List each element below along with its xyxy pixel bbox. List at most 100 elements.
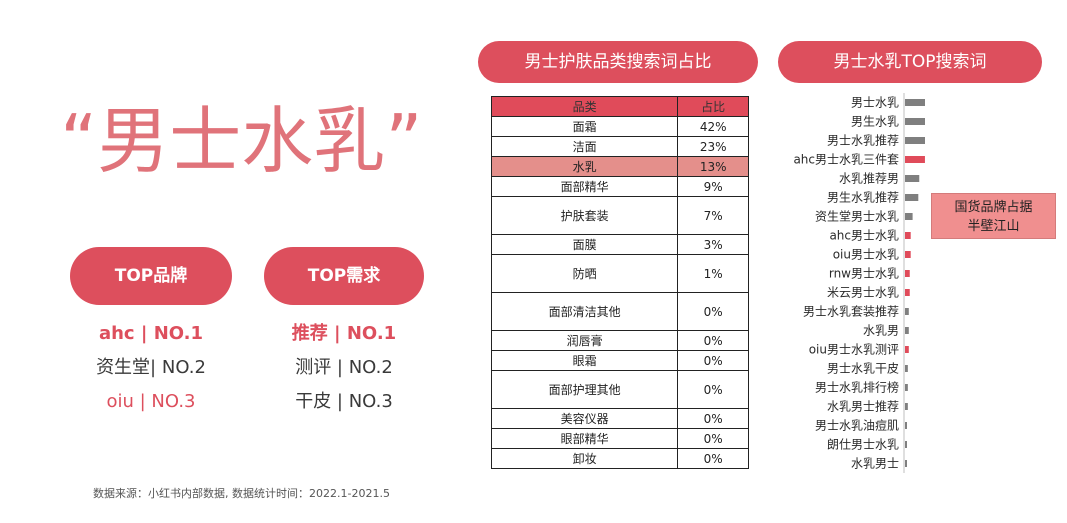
bar-label: 男士水乳套装推荐 <box>803 305 899 319</box>
table-row: 卸妆 0% <box>490 448 749 469</box>
table-row: 润唇膏 0% <box>490 330 749 351</box>
bar-label: ahc男士水乳 <box>829 229 899 243</box>
table-row: 护肤套装 7% <box>490 196 749 235</box>
need-rank-1: 推荐 | NO.1 <box>291 323 397 344</box>
bar <box>905 327 909 334</box>
bar-label: 男生水乳 <box>851 115 899 129</box>
table-row: 洁面 23% <box>490 136 749 157</box>
category-cell: 防晒 <box>490 254 679 293</box>
bar <box>905 308 909 315</box>
table-row: 面部精华 9% <box>490 176 749 197</box>
table-row: 防晒 1% <box>490 254 749 293</box>
table-row: 眼部精华 0% <box>490 428 749 449</box>
share-cell: 0% <box>677 350 749 371</box>
bar <box>905 422 907 429</box>
bar <box>905 213 913 220</box>
bar-label: 朗仕男士水乳 <box>827 438 899 452</box>
share-cell: 23% <box>677 136 749 157</box>
bar <box>905 118 925 125</box>
bar <box>905 232 911 239</box>
need-rank-2: 测评 | NO.2 <box>295 357 393 378</box>
table-row-highlighted: 水乳 13% <box>490 156 749 177</box>
table-row: 面部护理其他 0% <box>490 370 749 409</box>
category-cell: 面部精华 <box>490 176 679 197</box>
category-cell: 面膜 <box>490 234 679 255</box>
bar <box>905 384 908 391</box>
table-row: 面膜 3% <box>490 234 749 255</box>
bar <box>905 441 907 448</box>
category-share-table: 品类 占比 面霜 42% 洁面 23% 水乳 13% 面部精华 9% 护肤套装 … <box>490 96 749 469</box>
bar-label: 男士水乳推荐 <box>827 134 899 148</box>
bar <box>905 156 925 163</box>
category-cell: 面部护理其他 <box>490 370 679 409</box>
bar <box>905 99 925 106</box>
bar <box>905 346 909 353</box>
share-cell: 9% <box>677 176 749 197</box>
category-cell: 美容仪器 <box>490 408 679 429</box>
category-cell: 面霜 <box>490 116 679 137</box>
bar-label: 男士水乳排行榜 <box>815 380 899 395</box>
col-header-share: 占比 <box>677 96 749 117</box>
callout-line-1: 国货品牌占据 <box>954 200 1033 215</box>
share-cell: 0% <box>677 408 749 429</box>
bar-label: 水乳推荐男 <box>839 172 899 186</box>
bar-label: 水乳男士推荐 <box>827 400 899 414</box>
headline: “男士水乳” <box>60 99 423 183</box>
source-note: 数据来源：小红书内部数据, 数据统计时间：2022.1-2021.5 <box>93 487 390 500</box>
share-cell: 13% <box>677 156 749 177</box>
share-cell: 7% <box>677 196 749 235</box>
callout-line-2: 半壁江山 <box>967 219 1020 234</box>
table-row: 面霜 42% <box>490 116 749 137</box>
bar <box>905 460 907 467</box>
share-cell: 3% <box>677 234 749 255</box>
table-row: 美容仪器 0% <box>490 408 749 429</box>
share-cell: 0% <box>677 292 749 331</box>
category-cell: 洁面 <box>490 136 679 157</box>
bar <box>905 270 910 277</box>
bar-label: 水乳男士 <box>851 457 899 471</box>
category-cell: 卸妆 <box>490 448 679 469</box>
category-cell: 眼部精华 <box>490 428 679 449</box>
table-section-title: 男士护肤品类搜索词占比 <box>478 41 758 83</box>
share-cell: 0% <box>677 428 749 449</box>
need-rank-3: 干皮 | NO.3 <box>295 391 393 412</box>
bar <box>905 251 911 258</box>
share-cell: 1% <box>677 254 749 293</box>
bar <box>905 194 919 201</box>
bar <box>905 403 908 410</box>
col-header-category: 品类 <box>490 96 679 117</box>
bar-label: rnw男士水乳 <box>829 267 899 281</box>
bar <box>905 289 910 296</box>
category-cell: 护肤套装 <box>490 196 679 235</box>
category-cell: 水乳 <box>490 156 679 177</box>
category-cell: 眼霜 <box>490 350 679 371</box>
category-cell: 面部清洁其他 <box>490 292 679 331</box>
bar-label: 男士水乳 <box>851 96 899 110</box>
brand-rank-2: 资生堂| NO.2 <box>96 357 206 378</box>
bar-label: 男士水乳干皮 <box>827 362 899 376</box>
brand-rank-3: oiu | NO.3 <box>106 391 196 412</box>
bar-label: 水乳男 <box>863 324 899 338</box>
bar-label: 米云男士水乳 <box>827 286 899 300</box>
brand-rank-1: ahc | NO.1 <box>98 323 204 344</box>
bar <box>905 137 925 144</box>
top-brand-pill: TOP品牌 <box>70 247 232 305</box>
top-need-pill: TOP需求 <box>264 247 424 305</box>
share-cell: 0% <box>677 448 749 469</box>
bar <box>905 175 920 182</box>
bar-label: ahc男士水乳三件套 <box>793 153 899 167</box>
bar-label: oiu男士水乳测评 <box>809 343 899 357</box>
bar-label: 男士水乳油痘肌 <box>815 418 899 433</box>
table-row: 面部清洁其他 0% <box>490 292 749 331</box>
share-cell: 0% <box>677 330 749 351</box>
bar-label: oiu男士水乳 <box>833 248 899 262</box>
bar-label: 男生水乳推荐 <box>827 191 899 205</box>
callout-box: 国货品牌占据 半壁江山 <box>931 193 1056 239</box>
bars-section-title: 男士水乳TOP搜索词 <box>778 41 1042 83</box>
share-cell: 0% <box>677 370 749 409</box>
share-cell: 42% <box>677 116 749 137</box>
table-header-row: 品类 占比 <box>490 96 749 117</box>
table-row: 眼霜 0% <box>490 350 749 371</box>
bar <box>905 365 908 372</box>
